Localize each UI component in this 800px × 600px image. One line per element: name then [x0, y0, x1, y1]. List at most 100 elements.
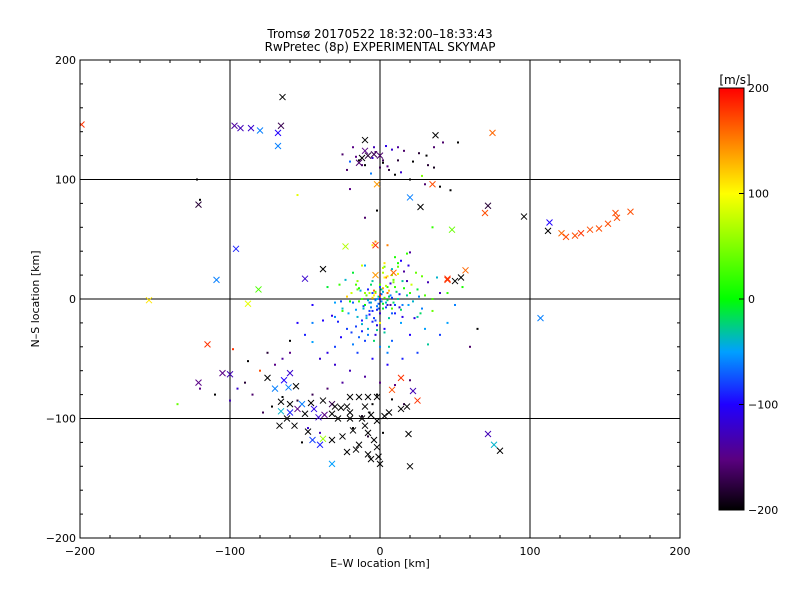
data-point-dot	[349, 160, 351, 163]
data-point-dot	[382, 266, 384, 269]
data-point-cross	[627, 208, 634, 216]
x-tick-label: 0	[377, 545, 384, 558]
data-point-dot	[382, 159, 384, 162]
data-point-dot	[389, 282, 392, 285]
data-point-dot	[376, 308, 378, 311]
data-point-dot	[386, 363, 389, 366]
cross-stroke	[237, 124, 244, 132]
data-point-cross	[274, 129, 282, 137]
data-point-cross	[489, 129, 496, 137]
y-tick-label: 100	[55, 174, 76, 187]
data-point-dot	[365, 294, 368, 297]
data-point-dot	[340, 300, 342, 303]
data-point-dot	[347, 312, 350, 315]
data-point-cross	[372, 241, 379, 249]
cross-stroke	[364, 393, 372, 401]
data-point-dot	[454, 303, 456, 306]
cross-stroke	[370, 151, 378, 158]
colorbar-tick-label: 0	[748, 293, 755, 306]
data-point-dot	[412, 300, 414, 303]
data-point-cross	[334, 415, 342, 422]
data-point-cross	[145, 296, 153, 304]
data-point-dot	[403, 149, 405, 152]
data-point-dot	[376, 298, 378, 300]
data-point-dot	[352, 343, 354, 346]
cross-stroke	[285, 384, 292, 391]
data-point-dot	[367, 288, 369, 291]
data-point-dot	[377, 302, 380, 305]
data-point-dot	[407, 264, 410, 267]
data-point-cross	[321, 411, 328, 419]
cross-stroke	[414, 397, 421, 404]
cross-stroke	[586, 226, 594, 234]
data-point-cross	[319, 265, 327, 273]
data-point-dot	[379, 381, 381, 384]
data-point-dot	[338, 283, 341, 286]
data-point-dot	[304, 333, 306, 336]
data-point-dot	[364, 216, 366, 219]
cross-stroke	[613, 214, 621, 222]
data-point-dot	[391, 296, 393, 299]
data-point-dot	[382, 302, 384, 305]
data-point-dot	[359, 289, 362, 292]
data-point-cross	[316, 441, 324, 449]
cross-stroke	[364, 450, 372, 458]
data-point-cross	[195, 201, 202, 208]
cross-stroke	[444, 276, 451, 284]
data-point-cross	[301, 410, 309, 418]
data-point-dot	[364, 375, 366, 378]
data-point-cross	[346, 409, 354, 416]
data-point-dot	[409, 333, 411, 336]
data-point-dot	[382, 161, 384, 164]
data-point-cross	[294, 405, 301, 413]
data-point-cross	[301, 275, 309, 283]
cross-stroke	[457, 274, 465, 281]
data-point-dot	[391, 307, 393, 310]
data-point-dot	[416, 315, 419, 318]
data-point-dot	[431, 298, 434, 300]
data-point-cross	[571, 232, 579, 240]
data-points	[80, 93, 634, 470]
data-point-cross	[613, 214, 621, 222]
data-point-cross	[381, 412, 388, 420]
data-point-dot	[461, 286, 464, 289]
data-point-dot	[379, 345, 381, 348]
cross-stroke	[381, 412, 388, 420]
cross-stroke	[346, 409, 354, 416]
data-point-dot	[355, 325, 357, 328]
data-point-dot	[371, 244, 374, 247]
data-point-cross	[367, 411, 375, 419]
data-point-dot	[379, 321, 381, 324]
data-point-dot	[386, 286, 389, 289]
data-point-dot	[364, 264, 366, 267]
data-point-dot	[385, 301, 387, 304]
cross-stroke	[520, 213, 528, 220]
data-point-dot	[334, 363, 336, 366]
data-point-dot	[409, 379, 411, 382]
data-point-dot	[356, 351, 359, 354]
data-point-dot	[469, 345, 471, 348]
data-point-dot	[419, 312, 422, 315]
data-point-dot	[367, 435, 369, 438]
data-point-dot	[346, 327, 348, 330]
data-point-cross	[490, 441, 498, 449]
colorbar-tick-label: −100	[748, 399, 778, 412]
data-point-cross	[213, 276, 220, 284]
data-point-cross	[304, 428, 312, 435]
data-point-dot	[364, 292, 366, 295]
cross-stroke	[315, 413, 322, 421]
data-point-dot	[424, 294, 426, 297]
data-point-dot	[436, 276, 438, 279]
data-point-dot	[374, 151, 377, 154]
data-point-dot	[266, 351, 269, 354]
data-point-dot	[382, 431, 384, 434]
data-point-dot	[394, 256, 396, 259]
data-point-dot	[398, 293, 401, 296]
cross-stroke	[294, 405, 301, 413]
data-point-dot	[349, 369, 351, 372]
data-point-dot	[388, 289, 390, 292]
data-point-dot	[389, 294, 392, 297]
data-point-cross	[271, 385, 279, 392]
data-point-cross	[385, 409, 393, 416]
data-point-cross	[343, 403, 351, 410]
